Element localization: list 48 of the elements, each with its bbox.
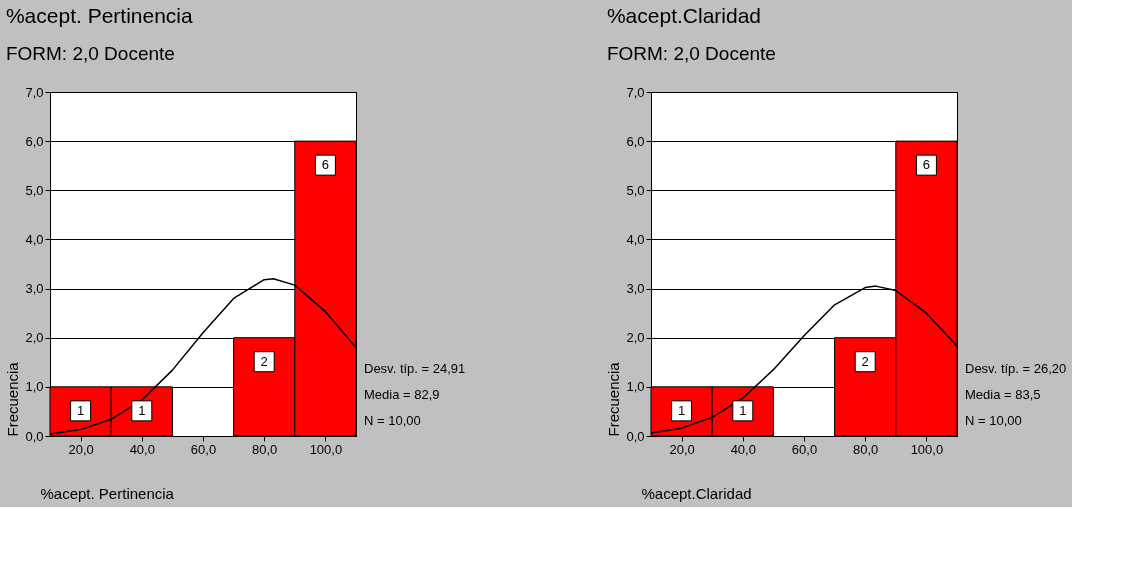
y-tick-label: 0,0 [626,428,645,444]
y-tick-label: 2,0 [626,330,645,346]
x-tick-label: 40,0 [730,441,756,457]
y-tick-label: 6,0 [626,133,645,149]
y-tick-label: 0,0 [25,428,44,444]
data-label: 2 [861,353,869,369]
y-tick-label: 4,0 [25,231,44,247]
y-axis-title: Frecuencia [605,361,623,437]
y-tick-label: 2,0 [25,330,44,346]
text: Media = 82,9 [364,387,440,402]
y-tick-label: 7,0 [25,84,44,100]
y-tick-label: 5,0 [626,182,645,198]
text: Desv. típ. = 26,20 [965,361,1067,376]
y-tick-label: 6,0 [25,133,44,149]
data-label: 1 [677,402,686,418]
data-label: 6 [321,157,330,173]
chart-title: %acept. Pertinencia [5,4,194,27]
x-tick-label: 20,0 [669,441,695,457]
x-tick-label: 20,0 [68,441,94,457]
y-tick-label: 3,0 [25,281,44,297]
y-tick-label: 4,0 [626,231,645,247]
y-tick-label: 1,0 [25,379,44,395]
text: Media = 83,5 [965,387,1041,402]
y-tick-label: 1,0 [626,379,645,395]
x-tick-label: 100,0 [910,441,944,457]
chart-subtitle: FORM: 2,0 Docente [606,43,776,64]
y-tick-label: 3,0 [626,281,645,297]
text: N = 10,00 [364,413,421,428]
x-tick-label: 40,0 [129,441,155,457]
x-axis-title: %acept. Pertinencia [40,484,175,502]
y-tick-label: 7,0 [626,84,645,100]
data-label: 1 [739,402,747,418]
x-tick-label: 100,0 [309,441,343,457]
data-label: 6 [922,157,931,173]
chart-title: %acept.Claridad [606,4,762,27]
data-label: 1 [76,402,85,418]
data-label: 2 [260,353,268,369]
x-tick-label: 60,0 [190,441,217,457]
x-tick-label: 60,0 [791,441,818,457]
y-tick-label: 5,0 [25,182,44,198]
data-label: 1 [138,402,146,418]
x-tick-label: 80,0 [853,441,879,457]
x-tick-label: 80,0 [252,441,278,457]
x-axis-title: %acept.Claridad [641,484,752,502]
y-axis-title: Frecuencia [4,361,22,437]
text: Desv. típ. = 24,91 [364,361,466,376]
chart-subtitle: FORM: 2,0 Docente [5,43,175,64]
text: N = 10,00 [965,413,1022,428]
